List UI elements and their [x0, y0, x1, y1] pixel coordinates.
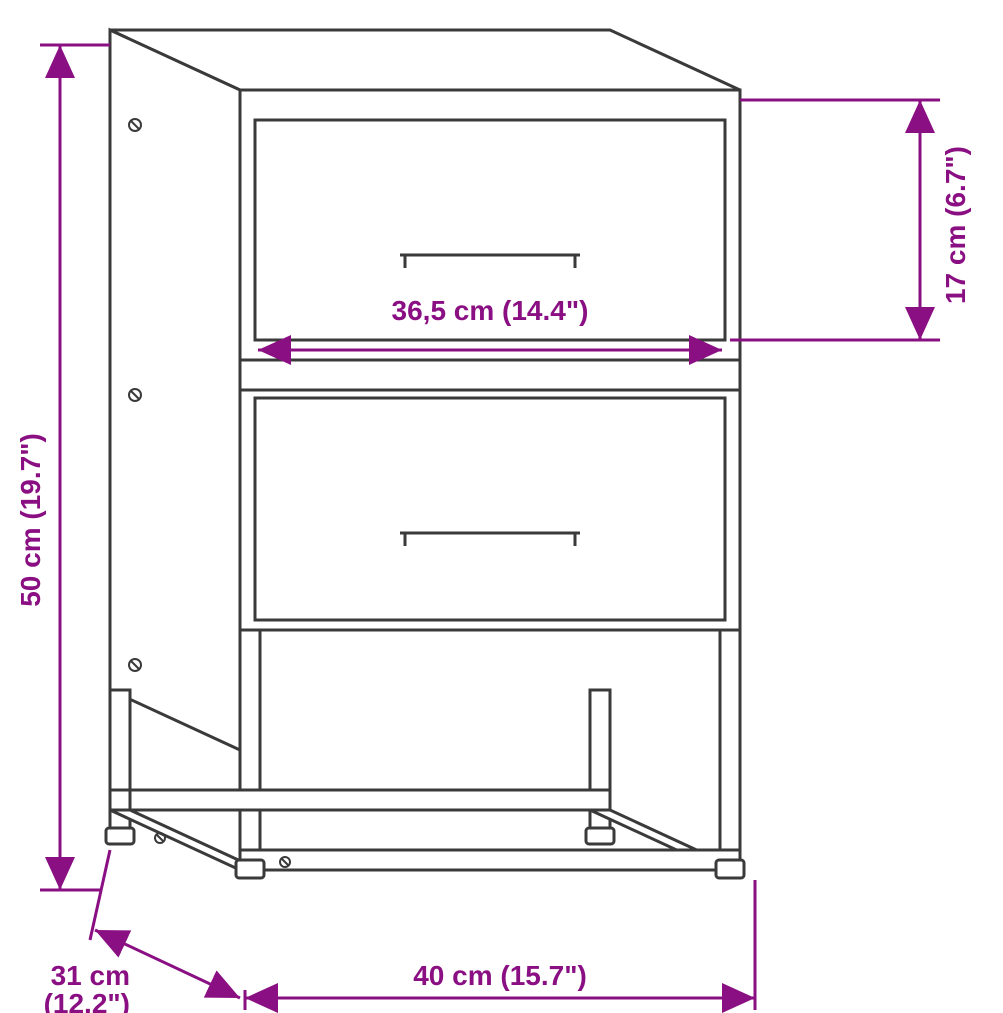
dim-width-label: 40 cm (15.7") — [413, 960, 587, 991]
cabinet — [106, 30, 744, 878]
svg-text:(12.2"): (12.2") — [44, 988, 130, 1013]
dim-drawer-height: 17 cm (6.7") — [730, 100, 971, 340]
foot — [236, 860, 264, 878]
dim-width: 40 cm (15.7") — [245, 880, 755, 1010]
dim-drawer-height-label: 17 cm (6.7") — [940, 146, 971, 304]
dim-depth-label-1: 31 cm — [51, 960, 130, 991]
foot — [106, 828, 134, 844]
dim-drawer-width-label: 36,5 cm (14.4") — [392, 295, 589, 326]
dim-height: 50 cm (19.7") — [15, 45, 110, 890]
dim-height-label: 50 cm (19.7") — [15, 433, 46, 607]
drawer-rail — [240, 360, 740, 390]
foot — [716, 860, 744, 878]
side-face — [110, 30, 240, 750]
drawer-2 — [255, 398, 725, 620]
dim-depth: 31 cm (12.2") — [44, 850, 240, 1013]
dimension-diagram: 50 cm (19.7") 17 cm (6.7") 36,5 cm (14.4… — [0, 0, 1003, 1013]
foot — [586, 828, 614, 844]
